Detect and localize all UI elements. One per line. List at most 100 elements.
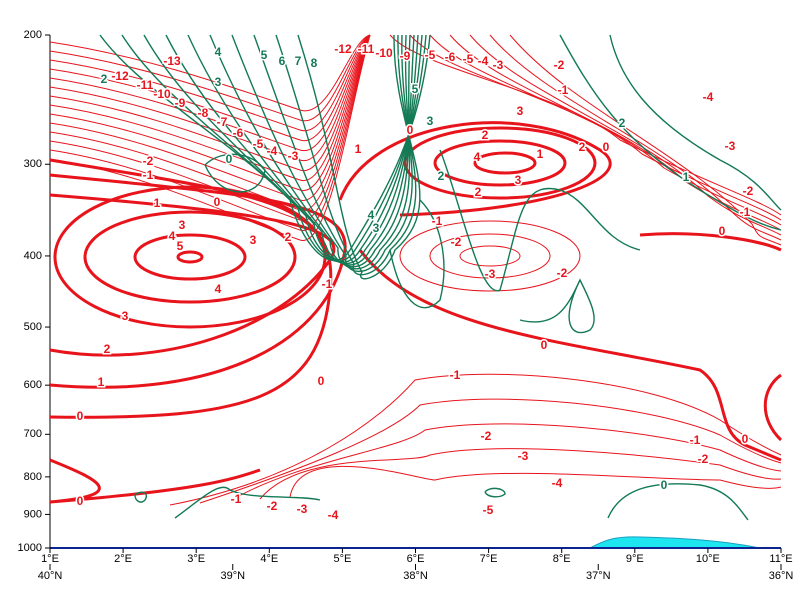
contour-line [99, 34, 431, 262]
contour-label: -3 [485, 267, 496, 281]
contour-label: 3 [215, 75, 222, 89]
contour-line [49, 34, 371, 142]
contour-label: 7 [295, 54, 302, 68]
contour-label: 0 [603, 140, 610, 154]
x-tick-label: 9°E [626, 553, 644, 565]
contour-label: 3 [427, 114, 434, 128]
contour-label: -8 [198, 106, 209, 120]
contour-label: 0 [541, 338, 548, 352]
contour-label: 1 [537, 147, 544, 161]
contour-label: -5 [253, 137, 264, 151]
contour-label: -12 [334, 42, 352, 56]
lat-tick-label: 37°N [586, 570, 611, 582]
contour-label: -12 [111, 69, 129, 83]
contour-label: 0 [407, 123, 414, 137]
contour-line [433, 139, 567, 187]
contour-label: 1 [355, 142, 362, 156]
lat-tick-label: 38°N [403, 570, 428, 582]
contour-line [169, 373, 782, 506]
y-tick-label: 300 [24, 158, 42, 170]
x-tick-label: 7°E [480, 553, 498, 565]
contour-line [49, 34, 371, 241]
contour-line [297, 34, 421, 280]
contour-label: 0 [214, 195, 221, 209]
contour-line [253, 34, 413, 273]
contour-label: 0 [661, 478, 668, 492]
contour-line [165, 34, 419, 264]
contour-line [199, 398, 782, 504]
contour-label: 0 [719, 224, 726, 238]
contour-label: -2 [554, 58, 565, 72]
contour-label: 1 [683, 170, 690, 184]
contour-label: -4 [328, 508, 339, 522]
y-tick-label: 1000 [18, 542, 42, 554]
contour-line [49, 34, 371, 151]
contour-label: -4 [703, 90, 714, 104]
contour-label: 3 [250, 233, 257, 247]
contour-line [143, 34, 423, 263]
x-tick-label: 8°E [553, 553, 571, 565]
contour-label: 3 [122, 309, 129, 323]
contour-line [49, 34, 371, 122]
contour-label: -9 [175, 96, 186, 110]
contour-label: 0 [226, 152, 233, 166]
contour-line [489, 34, 782, 241]
terrain-area [589, 536, 761, 549]
contour-line [469, 34, 782, 236]
contour-label: -1 [143, 168, 154, 182]
contour-label: 4 [169, 229, 176, 243]
contour-label: -3 [288, 149, 299, 163]
contour-line [176, 250, 204, 264]
contour-line [49, 34, 371, 171]
contour-label: -7 [217, 115, 228, 129]
contour-line [763, 373, 783, 442]
y-tick-label: 500 [24, 321, 42, 333]
contour-line [275, 34, 417, 276]
contour-label: 1 [98, 375, 105, 389]
contour-line [338, 121, 612, 217]
y-tick-label: 800 [24, 471, 42, 483]
contour-label: 0 [77, 409, 84, 423]
contour-label: 2 [438, 169, 445, 183]
contour-label: -2 [698, 452, 709, 466]
contour-line [134, 491, 147, 503]
contour-line [559, 34, 782, 231]
contour-label: 6 [279, 54, 286, 68]
contour-line [49, 34, 371, 112]
contour-label: 8 [311, 56, 318, 70]
contour-label: -1 [690, 433, 701, 447]
x-tick-label: 5°E [333, 553, 351, 565]
x-tick-label: 11°E [769, 553, 792, 565]
contour-label: 2 [104, 342, 111, 356]
contour-line [389, 34, 782, 216]
contour-label: -3 [725, 139, 736, 153]
contour-label: -6 [233, 126, 244, 140]
x-tick-label: 4°E [260, 553, 278, 565]
contour-line [429, 233, 551, 279]
contour-label: -11 [137, 78, 154, 92]
contour-label: -13 [163, 54, 181, 68]
contour-label: -2 [451, 235, 462, 249]
contour-line [358, 249, 782, 462]
contour-label: 3 [515, 173, 522, 187]
contour-label: -10 [153, 87, 171, 101]
contour-label: -5 [425, 48, 436, 62]
contours [49, 34, 783, 521]
contour-label: 5 [412, 82, 419, 96]
contour-label: -10 [375, 46, 393, 60]
contour-label: -11 [358, 42, 375, 56]
contour-line [174, 486, 321, 519]
contour-label: -4 [552, 476, 563, 490]
contour-line [409, 34, 782, 221]
contour-label: -1 [740, 205, 751, 219]
contour-line [484, 487, 506, 498]
lat-tick-label: 39°N [220, 570, 245, 582]
contour-label: -3 [518, 449, 529, 463]
x-tick-label: 2°E [114, 553, 132, 565]
contour-label: -1 [450, 368, 461, 382]
contour-line [49, 173, 347, 389]
x-tick-label: 1°E [41, 553, 59, 565]
contour-line [459, 245, 521, 267]
x-tick-label: 10°E [696, 553, 720, 565]
